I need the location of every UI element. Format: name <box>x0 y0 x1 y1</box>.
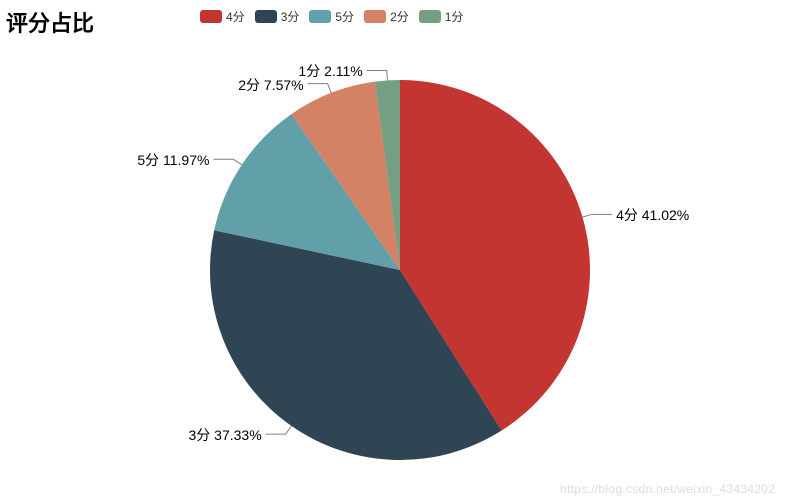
leader-line <box>213 159 241 165</box>
leader-line <box>367 70 388 80</box>
leader-line <box>308 84 332 93</box>
slice-label: 3分 37.33% <box>189 425 262 445</box>
slice-label: 2分 7.57% <box>238 75 303 95</box>
slice-label: 4分 41.02% <box>616 205 689 225</box>
watermark-text: https://blog.csdn.net/weixin_43434202 <box>560 482 775 496</box>
leader-line <box>266 426 292 434</box>
pie-chart <box>0 0 800 500</box>
leader-line <box>582 214 612 217</box>
slice-label: 1分 2.11% <box>298 61 362 81</box>
slice-label: 5分 11.97% <box>137 150 209 170</box>
